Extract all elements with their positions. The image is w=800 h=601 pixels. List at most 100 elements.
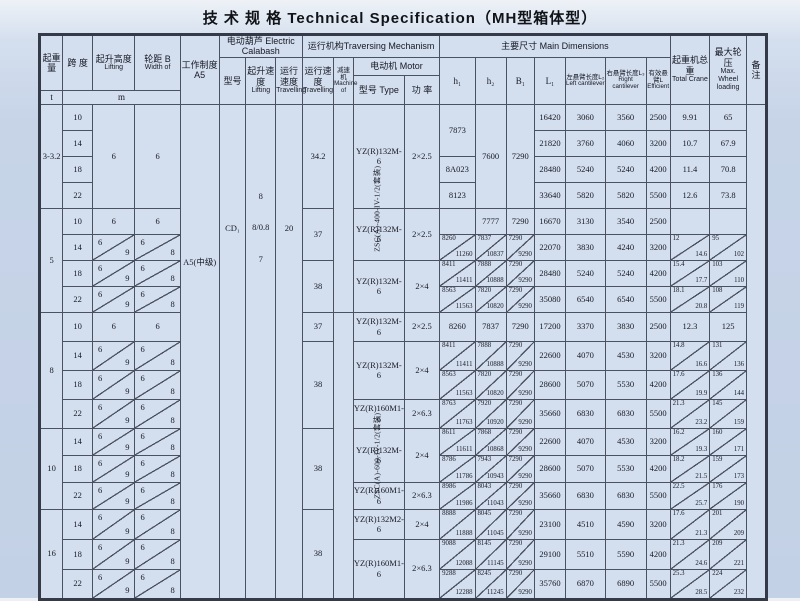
diag-upper-value: 8763 xyxy=(442,399,456,407)
capacity-cell: 16 xyxy=(38,508,64,600)
diag-upper-value: 145 xyxy=(712,399,723,407)
diag-upper-value: 22.5 xyxy=(672,482,685,490)
diag-upper-value: 8045 xyxy=(477,509,492,517)
table-cell: 22600 xyxy=(533,340,567,371)
diag-lower-value: 8 xyxy=(170,247,175,258)
table-cell: 7600 xyxy=(474,103,507,209)
table-cell: 21.3 23.2 xyxy=(669,398,711,429)
diag-lower-value: 11245 xyxy=(486,589,504,597)
diag-lower-value: 9290 xyxy=(518,473,532,481)
motor-type-cell: YZ(R)160M1-6 xyxy=(352,538,405,600)
table-cell: 22.5 25.7 xyxy=(669,481,711,510)
table-cell: 35660 xyxy=(533,398,567,429)
diag-lower-value: 173 xyxy=(733,473,745,481)
table-cell: 2500 xyxy=(645,103,671,131)
table-row: 14 6 9 6 8 38 YZ(R)132M-6 2×4 8411 11411 7888 10888… xyxy=(40,340,767,429)
diag-lower-value: 8 xyxy=(170,526,175,537)
table-cell: 8563 11563 xyxy=(439,369,476,400)
table-cell: 3830 xyxy=(604,311,647,342)
diag-lower-value: 11611 xyxy=(456,446,473,454)
table-row: 14 21820 3760 4060 3200 10.7 67.9 xyxy=(40,129,767,157)
diag-upper-value: 6 xyxy=(140,484,145,495)
table-cell: 8043 11043 xyxy=(474,481,507,510)
table-cell: 145 159 xyxy=(709,398,748,429)
table-cell: 17.6 19.9 xyxy=(669,369,711,400)
table-cell: 5500 xyxy=(645,181,671,209)
table-cell: 3370 xyxy=(565,311,606,342)
col-header-h2: h₂ xyxy=(474,56,507,105)
table-cell: 70.8 xyxy=(709,155,748,183)
diag-upper-value: 7290 xyxy=(508,234,523,242)
table-cell: 2×6.3 xyxy=(403,481,441,510)
table-cell: 22 xyxy=(62,285,94,313)
table-row: 18 8A023 28480 5240 5240 4200 11.4 70.8 xyxy=(40,155,767,183)
table-cell: 7873 xyxy=(439,103,476,157)
diag-lower-value: 136 xyxy=(733,361,745,369)
table-cell: 5070 xyxy=(565,369,606,400)
diag-lower-value: 11411 xyxy=(456,361,473,369)
table-cell: 28600 xyxy=(533,369,567,400)
table-cell: 2×2.5 xyxy=(403,103,441,209)
hoist-travel-speed-cell: 20 xyxy=(275,103,303,600)
table-cell: 22070 xyxy=(533,233,567,261)
table-cell: 108 119 xyxy=(709,285,748,313)
unit-capacity: t xyxy=(38,89,64,105)
diag-upper-value: 108 xyxy=(712,286,723,294)
diag-lower-value: 190 xyxy=(733,500,745,508)
table-cell: 5240 xyxy=(565,259,606,287)
table-cell: 22 xyxy=(62,481,94,510)
table-cell: 22 xyxy=(62,568,94,600)
diag-upper-value: 16.2 xyxy=(672,428,685,436)
table-cell: 5500 xyxy=(645,568,671,600)
diag-lower-value: 9 xyxy=(125,273,130,284)
table-cell: 6 xyxy=(92,207,136,235)
table-cell: 28480 xyxy=(533,155,567,183)
diag-lower-value: 159 xyxy=(733,419,745,427)
table-cell: 103 110 xyxy=(709,259,748,287)
motor-type-cell: YZ(R)160M1-6 xyxy=(352,481,405,510)
table-cell: 73.8 xyxy=(709,181,748,209)
diag-lower-value: 9290 xyxy=(518,277,532,285)
diag-lower-value: 9290 xyxy=(518,361,532,369)
spec-table-wrapper: 起重量 跨 度 起升高度 Lifting 轮距 B Width of 工作制度 A5… xyxy=(38,33,800,601)
diag-lower-value: 9290 xyxy=(518,589,532,597)
diag-lower-value: 9290 xyxy=(518,560,532,568)
diag-lower-value: 9290 xyxy=(518,446,532,454)
remark-cell xyxy=(746,103,767,600)
table-cell: 7290 9290 xyxy=(505,285,535,313)
diag-lower-value: 10837 xyxy=(486,251,504,259)
diag-upper-value: 7290 xyxy=(508,341,523,349)
table-cell: 7920 10920 xyxy=(474,398,507,429)
diag-lower-value: 209 xyxy=(733,530,745,538)
diag-upper-value: 8145 xyxy=(477,539,492,547)
diag-lower-value: 21.3 xyxy=(695,530,708,538)
motor-type-cell: YZ(R)132M-6 xyxy=(352,340,405,400)
table-cell: 5500 xyxy=(645,285,671,313)
diag-upper-value: 12 xyxy=(672,234,680,242)
table-cell: 136 144 xyxy=(709,369,748,400)
table-cell: 38 xyxy=(301,340,335,429)
reducer-cell: ZSC(A)-600-IV-1/2(套装) xyxy=(333,311,381,600)
diag-lower-value: 9 xyxy=(125,496,130,507)
table-cell: 2×4 xyxy=(403,340,441,400)
diag-upper-value: 21.3 xyxy=(672,539,685,547)
diag-lower-value: 9 xyxy=(125,415,130,426)
table-cell: 28480 xyxy=(533,259,567,287)
diag-lower-value: 8 xyxy=(170,415,175,426)
table-cell: 2×2.5 xyxy=(403,311,441,342)
table-cell: 3830 xyxy=(565,233,606,261)
table-cell: 8411 11411 xyxy=(439,340,476,371)
diag-upper-value: 131 xyxy=(712,341,723,349)
table-cell: 3200 xyxy=(645,340,671,371)
diag-upper-value: 209 xyxy=(712,539,723,547)
table-cell: 4530 xyxy=(604,340,647,371)
table-cell: 4200 xyxy=(645,155,671,183)
table-cell: 7290 9290 xyxy=(505,427,535,456)
table-cell: 9.91 xyxy=(669,103,711,131)
table-cell: 8145 11145 xyxy=(474,538,507,570)
diag-lower-value: 11763 xyxy=(455,419,473,427)
